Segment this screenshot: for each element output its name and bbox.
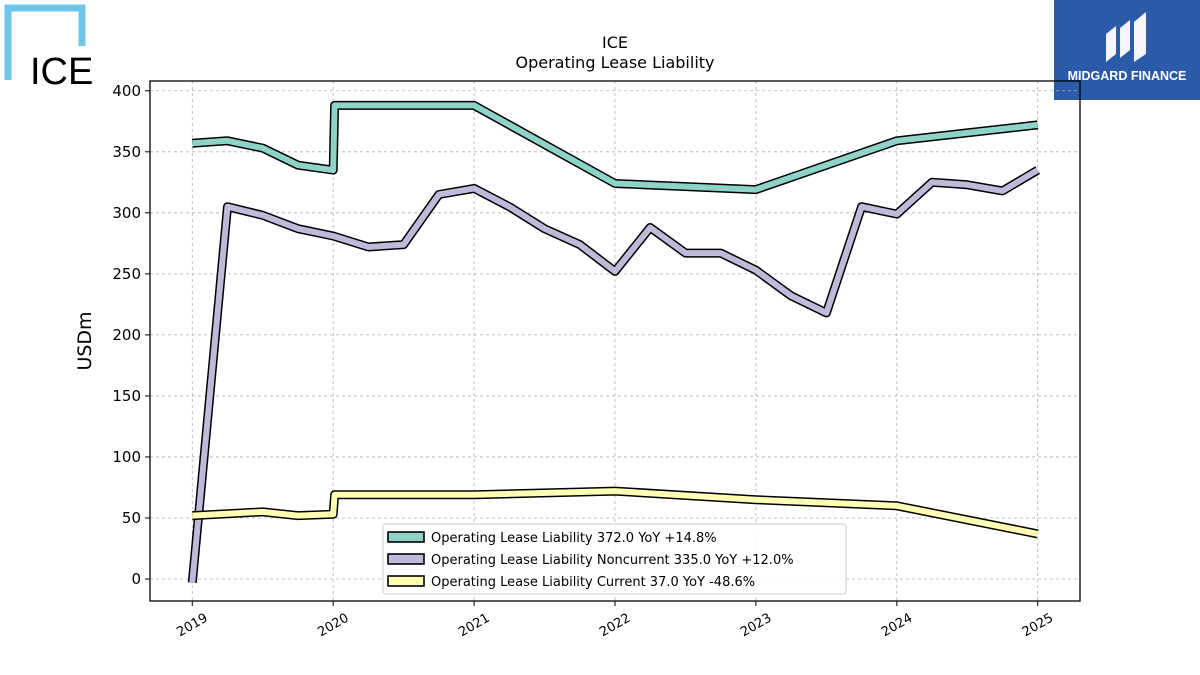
y-tick-label: 0 [131, 570, 141, 588]
x-tick-label: 2023 [738, 611, 774, 641]
x-tick-label: 2020 [315, 611, 351, 641]
y-tick-label: 200 [112, 326, 141, 344]
legend-box [382, 523, 847, 595]
x-tick-label: 2025 [1020, 611, 1056, 641]
x-tick-label: 2024 [879, 611, 915, 641]
y-tick-label: 300 [112, 204, 141, 222]
legend-label: Operating Lease Liability 372.0 YoY +14.… [431, 531, 717, 546]
y-tick-label: 250 [112, 265, 141, 283]
ice-logo: ICE [4, 4, 93, 93]
y-tick-label: 400 [112, 82, 141, 100]
series-lines [187, 100, 1040, 584]
midgard-emblem-icon: MIDGARD FINANCE [1068, 12, 1187, 83]
chart-subtitle: Operating Lease Liability [515, 53, 714, 72]
y-axis-label: USDm [74, 311, 96, 370]
legend-swatch [387, 531, 425, 543]
x-tick-label: 2019 [174, 611, 210, 641]
x-tick-label: 2022 [597, 611, 633, 641]
y-tick-label: 100 [112, 448, 141, 466]
legend-swatch [387, 553, 425, 565]
y-axis-ticks: 0 50 100 150 200 250 300 350 400 [112, 82, 150, 588]
series-line [192, 488, 1039, 537]
x-tick-label: 2021 [456, 611, 492, 641]
series-line [189, 167, 1040, 583]
midgard-logo-text: MIDGARD FINANCE [1068, 69, 1187, 83]
ice-logo-text: ICE [30, 51, 93, 93]
chart-title: ICE [602, 33, 628, 52]
legend-label: Operating Lease Liability Noncurrent 335… [431, 553, 794, 568]
legend-swatch [387, 575, 425, 587]
midgard-finance-logo: MIDGARD FINANCE [1054, 0, 1200, 100]
legend: Operating Lease Liability 372.0 YoY +14.… [382, 523, 847, 595]
y-tick-label: 50 [122, 509, 141, 527]
x-axis-ticks: 2019 2020 2021 2022 2023 2024 2025 [174, 601, 1056, 640]
y-tick-label: 350 [112, 143, 141, 161]
y-tick-label: 150 [112, 387, 141, 405]
legend-label: Operating Lease Liability Current 37.0 Y… [431, 575, 755, 590]
series-line [192, 102, 1039, 193]
